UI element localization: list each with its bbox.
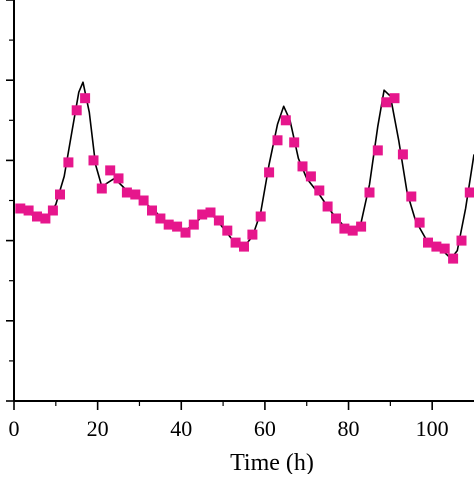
data-point-square xyxy=(314,185,325,196)
data-point-square xyxy=(23,205,34,216)
data-point-square xyxy=(205,207,216,218)
data-point-square xyxy=(356,221,367,232)
data-point-square xyxy=(71,105,82,116)
data-point-square xyxy=(439,243,450,254)
data-point-square xyxy=(406,191,417,202)
x-tick-label: 60 xyxy=(254,416,276,441)
data-point-square xyxy=(80,93,91,104)
axes-group: 0 20 40 60 80 100 xyxy=(6,0,474,441)
data-point-square xyxy=(431,241,442,252)
data-point-square xyxy=(247,229,258,240)
data-point-square xyxy=(88,155,99,166)
data-point-square xyxy=(456,235,467,246)
data-point-square xyxy=(138,195,149,206)
data-point-square xyxy=(339,223,350,234)
data-point-square xyxy=(255,211,266,222)
data-point-square xyxy=(147,205,157,216)
x-tick-label: 100 xyxy=(416,416,449,441)
data-point-square xyxy=(96,183,107,194)
data-point-square xyxy=(272,135,283,146)
data-point-square xyxy=(397,149,408,160)
data-point-square xyxy=(40,213,51,224)
data-point-square xyxy=(331,213,341,224)
data-point-square xyxy=(289,137,300,148)
x-tick-label: 0 xyxy=(9,416,20,441)
data-point-square xyxy=(381,97,392,108)
data-point-square xyxy=(414,217,425,228)
data-point-square xyxy=(264,167,275,178)
data-point-square xyxy=(423,237,433,248)
data-point-square xyxy=(47,205,58,216)
data-point-square xyxy=(32,211,42,222)
data-point-square xyxy=(130,189,141,200)
data-point-square xyxy=(239,241,249,252)
data-points-group xyxy=(15,93,474,264)
data-point-square xyxy=(297,161,308,172)
data-point-square xyxy=(105,165,116,176)
data-point-square xyxy=(448,253,459,264)
data-point-square xyxy=(121,187,132,198)
data-point-square xyxy=(63,157,74,168)
data-point-square xyxy=(347,225,358,236)
x-tick-label: 80 xyxy=(338,416,360,441)
data-point-square xyxy=(305,171,316,182)
data-point-square xyxy=(213,215,224,226)
data-point-square xyxy=(163,219,174,230)
axis-labels-group: Time (h) xyxy=(230,450,314,476)
x-axis-label: Time (h) xyxy=(230,450,314,474)
data-point-square xyxy=(197,209,208,220)
x-tick-label: 20 xyxy=(87,416,109,441)
data-point-square xyxy=(364,187,375,198)
data-point-square xyxy=(322,201,333,212)
x-tick-label: 40 xyxy=(170,416,192,441)
data-point-square xyxy=(55,189,65,200)
data-point-square xyxy=(180,227,191,238)
data-point-square xyxy=(155,213,166,224)
data-point-square xyxy=(15,203,26,214)
data-point-square xyxy=(188,219,199,230)
data-point-square xyxy=(113,173,124,184)
data-point-square xyxy=(389,93,400,104)
data-point-square xyxy=(280,115,291,126)
data-point-square xyxy=(464,187,474,198)
data-point-square xyxy=(230,237,241,248)
data-point-square xyxy=(172,221,183,232)
data-point-square xyxy=(222,225,233,236)
data-point-square xyxy=(372,145,383,156)
